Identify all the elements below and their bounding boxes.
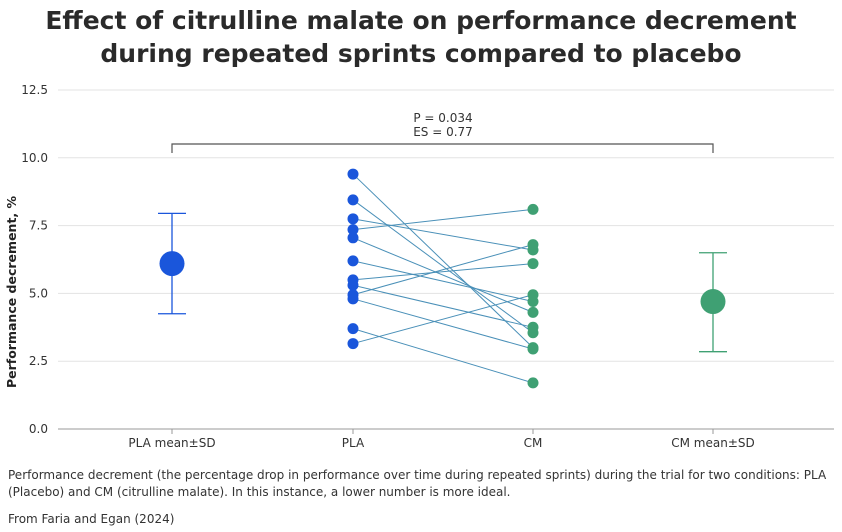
cm-point [527, 343, 539, 355]
x-tick-label: CM mean±SD [671, 436, 755, 450]
y-tick-label: 7.5 [29, 219, 48, 233]
cm-point [527, 289, 539, 301]
cm-point [527, 203, 539, 215]
bracket-line [171, 143, 714, 153]
pla-point [347, 232, 359, 244]
source-note: From Faria and Egan (2024) [8, 512, 175, 526]
effect-size-label: ES = 0.77 [413, 125, 473, 139]
cm-point [527, 321, 539, 333]
cm-point [527, 377, 539, 389]
cm-mean-marker [700, 289, 726, 315]
pla-point [347, 224, 359, 236]
pla-point [347, 213, 359, 225]
individual-points [347, 168, 539, 389]
pair-line [352, 298, 534, 350]
y-axis-label: Performance decrement, % [4, 195, 19, 388]
pair-line [352, 244, 534, 296]
pair-line [352, 260, 534, 303]
pla-point [347, 293, 359, 305]
pair-line [352, 199, 534, 334]
cm-point [527, 306, 539, 318]
pair-line [352, 328, 534, 384]
pla-point [347, 338, 359, 350]
pair-line [352, 237, 534, 313]
pair-line [352, 294, 534, 345]
figure-caption: Performance decrement (the percentage dr… [8, 468, 827, 499]
y-tick-label: 12.5 [21, 83, 48, 97]
pla-point [347, 255, 359, 267]
y-tick-label: 10.0 [21, 151, 48, 165]
pla-mean-marker [159, 251, 185, 277]
chart-area: 0.0 2.5 5.0 7.5 10.0 12.5 Performance decreme… [4, 83, 834, 450]
cm-point [527, 239, 539, 251]
x-tick-label: CM [524, 436, 543, 450]
pair-line [352, 263, 534, 281]
cm-point [527, 258, 539, 270]
pla-point [347, 323, 359, 335]
y-tick-labels: 0.0 2.5 5.0 7.5 10.0 12.5 [21, 83, 48, 436]
grid-lines [58, 89, 834, 430]
p-value-label: P = 0.034 [413, 111, 472, 125]
x-tick-label: PLA [342, 436, 365, 450]
x-tick-labels: PLA mean±SD PLA CM CM mean±SD [128, 429, 755, 450]
pla-point [347, 194, 359, 206]
y-tick-label: 0.0 [29, 422, 48, 436]
chart-title: Effect of citrulline malate on performan… [45, 6, 797, 68]
y-tick-label: 5.0 [29, 286, 48, 300]
significance-bracket [171, 143, 714, 153]
summary-markers [158, 212, 727, 353]
pla-point [347, 279, 359, 291]
y-tick-label: 2.5 [29, 354, 48, 368]
pair-line [352, 173, 534, 348]
pair-line [352, 208, 534, 231]
pair-line [352, 218, 534, 251]
pla-point [347, 168, 359, 180]
pair-line [352, 284, 534, 328]
x-tick-label: PLA mean±SD [128, 436, 215, 450]
paired-lines [352, 173, 534, 384]
